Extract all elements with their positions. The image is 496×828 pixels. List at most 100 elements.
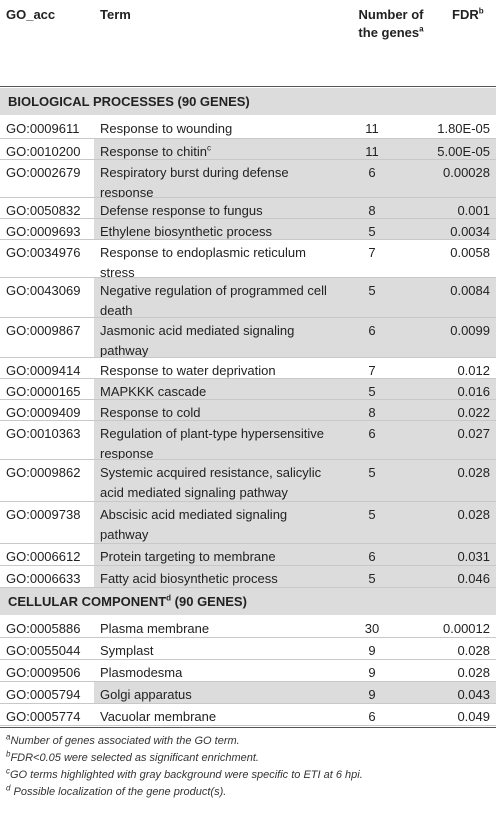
table-row: GO:0009693 Ethylene biosynthetic process 5… [0, 219, 496, 240]
go-accession: GO:0005774 [6, 709, 81, 724]
go-accession: GO:0009862 [6, 465, 81, 480]
table-row: GO:0006633 Fatty acid biosynthetic proces… [0, 566, 496, 588]
fdr-value: 0.043 [457, 687, 490, 702]
go-term: Abscisic acid mediated signaling pathway [100, 507, 288, 542]
fdr-value: 0.016 [457, 384, 490, 399]
gene-count: 11 [365, 121, 379, 136]
row-separator [0, 659, 496, 660]
footnote-text: Number of genes associated with the GO t… [10, 735, 240, 747]
fdr-value: 0.027 [457, 426, 490, 441]
table-row: GO:0050832 Defense response to fungus 8 0.0… [0, 198, 496, 219]
row-highlight [94, 421, 496, 460]
row-highlight [94, 278, 496, 318]
row-separator [0, 357, 496, 358]
go-term: Response to chitinc [100, 142, 335, 162]
fdr-value: 0.031 [457, 549, 490, 564]
header-fdr: FDRb [452, 6, 484, 24]
go-term: Negative regulation of programmed cell d… [100, 283, 327, 318]
fdr-value: 0.0084 [450, 283, 490, 298]
section-header: BIOLOGICAL PROCESSES (90 GENES) [0, 88, 496, 115]
go-term: Regulation of plant-type hypersensitive … [100, 426, 325, 461]
table-row: GO:0010200 Response to chitinc 11 5.00E-05 [0, 139, 496, 160]
table-row: GO:0005774 Vacuolar membrane 6 0.049 [0, 704, 496, 726]
row-separator [0, 399, 496, 400]
go-term: Fatty acid biosynthetic process [100, 571, 278, 586]
row-separator [0, 277, 496, 278]
fdr-value: 0.012 [457, 363, 490, 378]
go-term: Response to endoplasmic reticulum stress [100, 245, 306, 280]
table-row: GO:0009738 Abscisic acid mediated signali… [0, 502, 496, 544]
fdr-value: 0.028 [457, 665, 490, 680]
go-accession: GO:0009409 [6, 405, 81, 420]
header-fdr-sup: b [478, 6, 484, 16]
section-title: BIOLOGICAL PROCESSES (90 GENES) [8, 93, 250, 110]
fdr-value: 0.00012 [443, 621, 490, 636]
table-row: GO:0009506 Plasmodesma 9 0.028 [0, 660, 496, 682]
row-separator [0, 725, 496, 726]
gene-count: 5 [368, 507, 376, 522]
table-row: GO:0005886 Plasma membrane 30 0.00012 [0, 616, 496, 638]
header-fdr-label: FDR [452, 7, 479, 22]
row-highlight [94, 460, 496, 502]
row-separator [0, 138, 496, 139]
row-separator [0, 420, 496, 421]
gene-count: 5 [368, 224, 376, 239]
row-separator [0, 159, 496, 160]
header-number-of-genes: Number of the genesa [346, 6, 436, 42]
footnote: d Possible localization of the gene prod… [6, 783, 226, 799]
fdr-value: 0.022 [457, 405, 490, 420]
footnote-text: GO terms highlighted with gray backgroun… [10, 769, 363, 781]
row-separator [0, 703, 496, 704]
header-number-line1: Number of [358, 7, 424, 22]
go-term: Defense response to fungus [100, 203, 263, 218]
row-highlight [94, 198, 496, 219]
go-accession: GO:0005794 [6, 687, 81, 702]
section-title-text: CELLULAR COMPONENT [8, 594, 167, 609]
go-accession: GO:0009693 [6, 224, 81, 239]
row-highlight [94, 544, 496, 566]
row-highlight [94, 139, 496, 160]
header-number-line2-wrap: the genesa [346, 24, 436, 42]
go-accession: GO:0009506 [6, 665, 81, 680]
go-accession: GO:0006633 [6, 571, 81, 586]
gene-count: 30 [364, 621, 380, 636]
footnote: cGO terms highlighted with gray backgrou… [6, 767, 363, 782]
fdr-value: 0.0058 [450, 245, 490, 260]
table-row: GO:0006612 Protein targeting to membrane 6… [0, 544, 496, 566]
go-accession: GO:0009867 [6, 323, 81, 338]
row-separator [0, 587, 496, 588]
row-separator [0, 239, 496, 240]
fdr-value: 0.00028 [443, 165, 490, 180]
go-term: Protein targeting to membrane [100, 549, 276, 564]
gene-count: 7 [368, 363, 376, 378]
row-separator [0, 197, 496, 198]
footnote: bFDR<0.05 were selected as significant e… [6, 750, 259, 765]
go-term: Respiratory burst during defense respons… [100, 165, 289, 200]
gene-count: 9 [368, 643, 376, 658]
go-term: Plasma membrane [100, 621, 210, 636]
go-term: Jasmonic acid mediated signaling pathway [100, 323, 295, 358]
header-term: Term [100, 7, 131, 22]
table-row: GO:0009414 Response to water deprivation 7… [0, 358, 496, 379]
go-term: Systemic acquired resistance, salicylic … [100, 465, 322, 500]
row-separator [0, 459, 496, 460]
row-separator [0, 543, 496, 544]
table-row: GO:0009611 Response to wounding 11 1.80E-05 [0, 116, 496, 139]
table-row: GO:0055044 Symplast 9 0.028 [0, 638, 496, 660]
go-term: Plasmodesma [100, 665, 183, 680]
gene-count: 6 [368, 549, 376, 564]
footnote-mark: d [6, 783, 11, 793]
header-rule [0, 86, 496, 87]
fdr-value: 0.049 [457, 709, 490, 724]
gene-count: 11 [365, 144, 379, 159]
table-header: GO_acc Term Number of the genesa FDRb [0, 0, 496, 86]
go-accession: GO:0009738 [6, 507, 81, 522]
fdr-value: 5.00E-05 [437, 144, 490, 159]
footnote-mark: a [6, 732, 11, 742]
row-highlight [94, 318, 496, 358]
go-accession: GO:0055044 [6, 643, 81, 658]
go-term: Response to cold [100, 405, 201, 420]
row-separator [0, 378, 496, 379]
footnote: aNumber of genes associated with the GO … [6, 732, 240, 748]
